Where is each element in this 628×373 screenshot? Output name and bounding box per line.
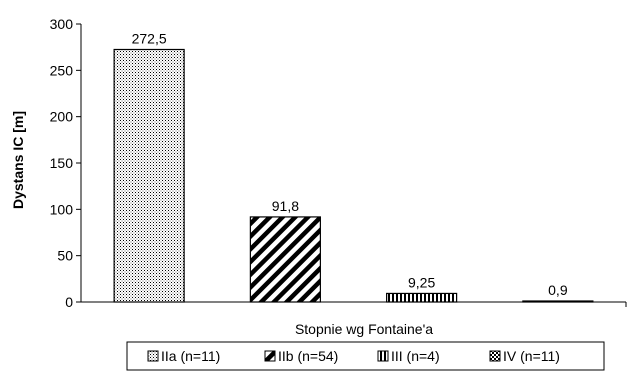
bar-4 bbox=[522, 300, 594, 303]
y-axis-label: Dystans IC [m] bbox=[10, 111, 26, 209]
y-tick-label: 250 bbox=[50, 62, 74, 78]
legend-swatch-4 bbox=[489, 350, 501, 362]
data-label-2: 91,8 bbox=[272, 198, 299, 214]
bars bbox=[113, 48, 594, 303]
y-axis: 0 50 100 150 200 250 300 bbox=[50, 16, 627, 310]
y-tick-label: 100 bbox=[50, 201, 74, 217]
bar-3 bbox=[386, 292, 458, 303]
data-label-1: 272,5 bbox=[132, 30, 167, 46]
x-axis-label: Stopnie wg Fontaine'a bbox=[295, 321, 433, 337]
y-tick-label: 300 bbox=[50, 16, 74, 32]
bar-1 bbox=[113, 48, 185, 303]
legend-label-3: III (n=4) bbox=[391, 348, 440, 364]
y-tick-label: 200 bbox=[50, 109, 74, 125]
legend: IIa (n=11) IIb (n=54) III (n=4) IV (n=11) bbox=[126, 341, 605, 371]
legend-swatch-3 bbox=[377, 350, 389, 362]
legend-label-1: IIa (n=11) bbox=[161, 348, 220, 364]
y-tick-label: 0 bbox=[65, 294, 73, 310]
y-tick-label: 150 bbox=[50, 155, 74, 171]
bar-2 bbox=[249, 216, 321, 303]
legend-label-4: IV (n=11) bbox=[503, 348, 560, 364]
data-label-4: 0,9 bbox=[548, 282, 568, 298]
data-labels: 272,5 91,8 9,25 0,9 bbox=[132, 30, 568, 298]
y-tick-label: 50 bbox=[57, 248, 73, 264]
legend-label-2: IIb (n=54) bbox=[278, 348, 338, 364]
legend-swatch-1 bbox=[147, 350, 159, 362]
legend-swatch-2 bbox=[264, 350, 276, 362]
legend-box bbox=[126, 341, 605, 371]
data-label-3: 9,25 bbox=[408, 274, 435, 290]
